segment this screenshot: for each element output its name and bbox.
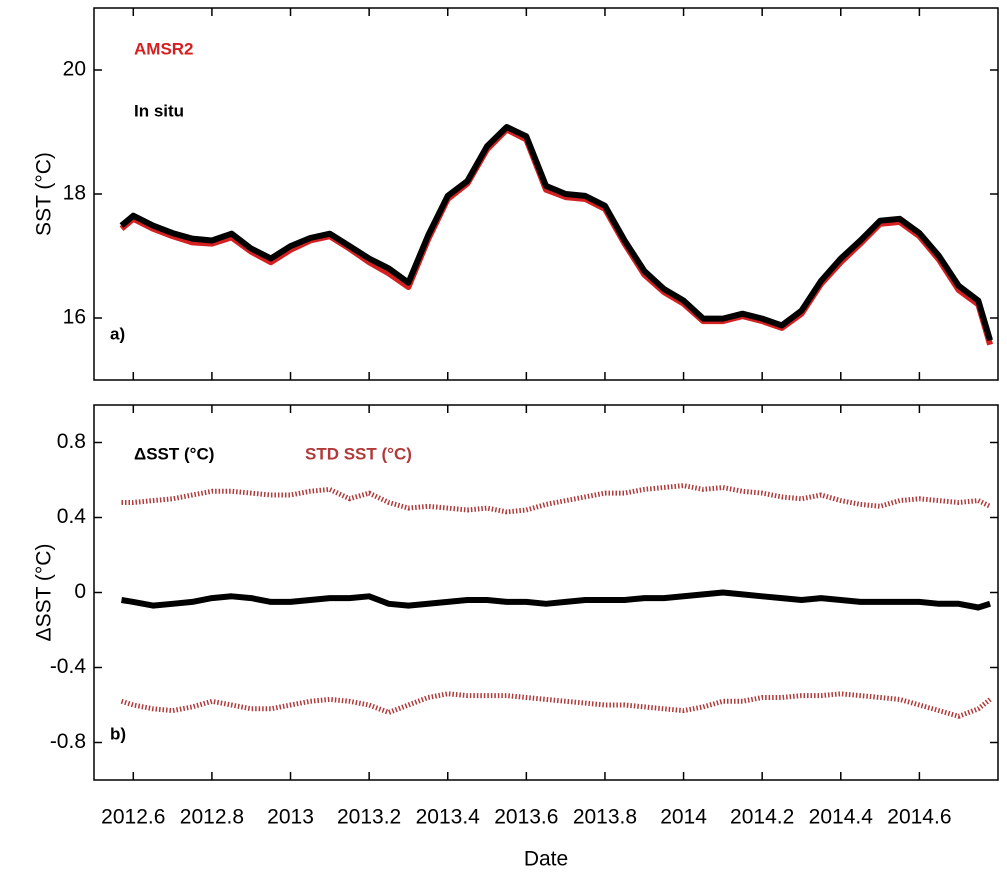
y-tick-label: 0.8 [57,430,86,453]
panel-b-frame [93,404,999,781]
y-axis-label: SST (°C) [33,152,56,236]
y-tick-label: 20 [63,58,86,81]
legend-entry: In situ [134,101,184,120]
y-tick-label: 0 [74,580,86,603]
x-tick-label: 2013 [267,806,314,829]
x-tick-label: 2014.2 [730,806,794,829]
series-line [121,483,992,515]
series-line [119,124,993,342]
x-tick-label: 2013.6 [494,806,558,829]
panel-a-frame [93,7,999,381]
x-tick-label: 2014.4 [809,806,874,829]
x-tick-label: 2013.8 [573,806,637,829]
x-tick-label: 2013.2 [337,806,401,829]
y-tick-label: 18 [63,182,86,205]
y-tick-label: 16 [63,306,86,329]
panel-label: a) [110,324,125,343]
series-line [120,691,992,719]
series-line [121,589,991,611]
x-tick-label: 2012.8 [180,806,244,829]
legend-entry: AMSR2 [134,39,194,58]
x-tick-label: 2014 [660,806,707,829]
legend-entry: ΔSST (°C) [134,444,214,463]
y-tick-label: 0.4 [57,505,87,528]
y-tick-label: -0.4 [50,655,87,678]
x-tick-label: 2014.6 [887,806,951,829]
x-tick-label: 2012.6 [101,806,165,829]
y-tick-label: -0.8 [50,730,86,753]
x-axis-label: Date [524,848,568,871]
y-axis-label: ΔSST (°C) [33,544,56,642]
legend-entry: STD SST (°C) [305,444,412,463]
panel-label: b) [110,724,126,743]
x-tick-label: 2013.4 [416,806,481,829]
